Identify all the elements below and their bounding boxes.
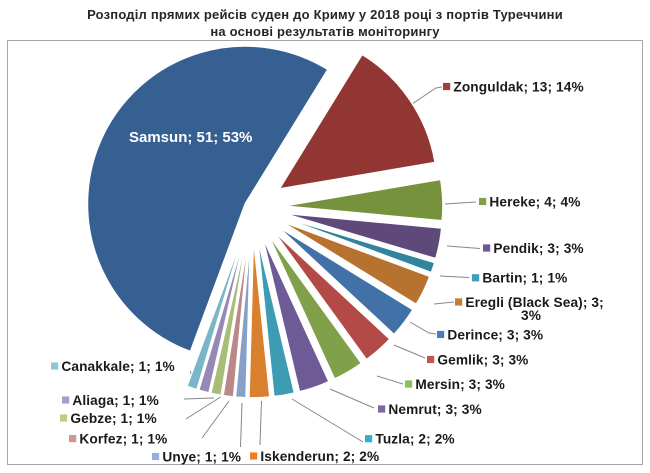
svg-text:Gebze; 1; 1%: Gebze; 1; 1% [70,411,156,426]
svg-text:Canakkale; 1; 1%: Canakkale; 1; 1% [61,359,174,374]
svg-text:Pendik; 3; 3%: Pendik; 3; 3% [493,241,583,256]
svg-text:на основі результатів монітори: на основі результатів моніторингу [210,24,440,39]
svg-text:Unye; 1; 1%: Unye; 1; 1% [162,449,241,464]
svg-text:Zonguldak; 13; 14%: Zonguldak; 13; 14% [453,79,583,94]
svg-text:Bartin; 1; 1%: Bartin; 1; 1% [482,271,567,286]
svg-text:Hereke; 4; 4%: Hereke; 4; 4% [489,194,580,209]
svg-text:Eregli (Black Sea); 3;: Eregli (Black Sea); 3; [465,295,603,310]
svg-text:Aliaga; 1; 1%: Aliaga; 1; 1% [72,393,158,408]
svg-text:Gemlik; 3; 3%: Gemlik; 3; 3% [437,352,528,367]
svg-text:Розподіл прямих рейсів суден д: Розподіл прямих рейсів суден до Криму у … [87,7,563,22]
svg-text:Iskenderun; 2; 2%: Iskenderun; 2; 2% [260,449,379,464]
svg-text:Samsun; 51; 53%: Samsun; 51; 53% [129,129,252,146]
svg-text:3%: 3% [521,308,541,323]
svg-text:Mersin; 3; 3%: Mersin; 3; 3% [415,377,505,392]
svg-text:Nemrut; 3; 3%: Nemrut; 3; 3% [388,402,481,417]
svg-text:Derince; 3; 3%: Derince; 3; 3% [447,327,543,342]
svg-text:Tuzla; 2; 2%: Tuzla; 2; 2% [375,432,454,447]
svg-text:Korfez; 1; 1%: Korfez; 1; 1% [79,431,167,446]
